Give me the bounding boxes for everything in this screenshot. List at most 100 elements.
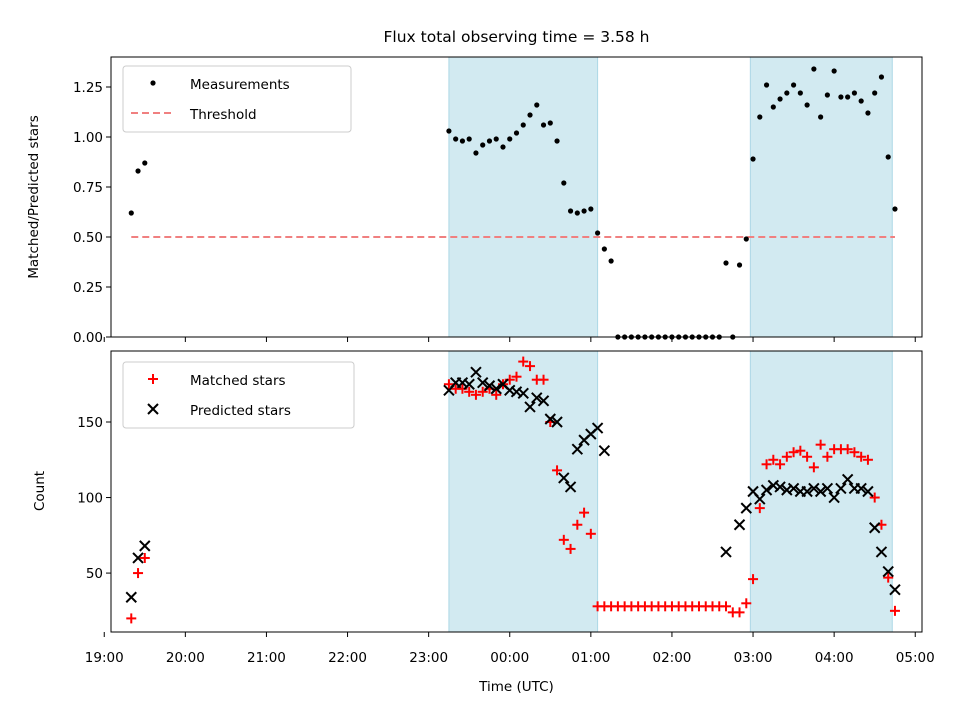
predicted-point <box>470 366 482 378</box>
legend-predicted-marker <box>147 403 159 415</box>
x-tick-label: 22:00 <box>328 650 367 666</box>
measurement-point <box>473 150 479 156</box>
predicted-point <box>733 519 746 531</box>
measurement-point <box>750 156 756 162</box>
matched-point <box>552 465 563 476</box>
predicted-point <box>544 413 556 425</box>
x-tick-label: 05:00 <box>896 650 935 666</box>
predicted-point <box>841 473 854 486</box>
predicted-point <box>564 481 577 493</box>
measurement-point <box>513 130 520 136</box>
predicted-point <box>524 401 536 413</box>
measurement-point <box>838 94 844 100</box>
measurement-point <box>797 90 803 96</box>
predicted-point <box>132 552 144 564</box>
x-tick-label: 19:00 <box>85 650 124 666</box>
top-y-axis-label: Matched/Predicted stars <box>26 115 42 278</box>
measurement-point <box>446 128 452 134</box>
x-tick-label: 00:00 <box>490 650 529 666</box>
measurement-point <box>567 208 574 214</box>
matched-point <box>579 507 590 518</box>
measurement-point <box>453 136 459 142</box>
matched-point <box>849 447 860 458</box>
matched-point <box>741 598 752 609</box>
x-tick-label: 04:00 <box>815 650 854 666</box>
measurement-point <box>142 160 148 166</box>
matched-point <box>788 447 799 458</box>
x-tick-label: 01:00 <box>571 650 610 666</box>
measurement-point <box>581 208 587 214</box>
predicted-point <box>740 502 752 514</box>
x-tick-label: 21:00 <box>247 650 286 666</box>
measurement-point <box>865 110 871 116</box>
bottom-axes-frame <box>110 350 923 633</box>
shaded-range <box>448 350 599 633</box>
measurement-point <box>588 206 594 212</box>
legend-predicted-label: Predicted stars <box>190 403 291 419</box>
matched-point <box>808 462 819 473</box>
predicted-point <box>868 522 881 534</box>
measurement-point <box>527 112 533 118</box>
matched-point <box>464 386 475 397</box>
x-tick-label: 03:00 <box>734 650 773 666</box>
legend-measurements-label: Measurements <box>190 77 290 93</box>
matched-point <box>477 386 488 397</box>
predicted-point <box>882 565 894 578</box>
matched-point <box>869 492 880 503</box>
matched-point <box>775 459 786 470</box>
measurement-point <box>128 210 134 216</box>
matched-point <box>511 371 522 382</box>
bottom-y-tick-label: 150 <box>77 415 103 431</box>
measurement-point <box>777 96 783 102</box>
matched-point <box>761 459 772 470</box>
predicted-point <box>835 482 847 495</box>
matched-point <box>525 361 536 372</box>
measurement-point <box>824 92 830 98</box>
measurement-point <box>135 168 141 174</box>
predicted-point <box>767 479 780 492</box>
predicted-point <box>551 416 563 428</box>
measurement-point <box>845 94 851 100</box>
measurement-point <box>561 180 567 186</box>
measurement-point <box>723 260 729 266</box>
measurement-point <box>811 66 817 72</box>
matched-point <box>491 389 502 400</box>
matched-point <box>470 389 481 400</box>
predicted-point <box>591 422 604 434</box>
matched-point <box>126 613 137 624</box>
predicted-point <box>537 395 550 407</box>
legend-matched-label: Matched stars <box>190 373 286 389</box>
measurement-point <box>763 82 770 88</box>
predicted-point <box>504 384 516 396</box>
matched-point <box>748 574 759 585</box>
matched-point <box>802 451 813 462</box>
predicted-point <box>463 378 475 390</box>
measurement-point <box>554 138 560 144</box>
predicted-point <box>889 583 901 596</box>
measurement-point <box>493 136 499 142</box>
measurement-point <box>507 136 513 142</box>
measurement-point <box>784 90 790 96</box>
measurement-point <box>872 90 878 96</box>
measurement-point <box>595 230 601 236</box>
predicted-point <box>531 392 543 404</box>
matched-point <box>443 379 454 390</box>
measurement-point <box>520 122 526 128</box>
legend-measurements-marker <box>150 80 156 86</box>
predicted-point <box>828 491 840 504</box>
shaded-range <box>749 56 893 338</box>
matched-point <box>558 534 569 545</box>
matched-point <box>139 552 150 563</box>
matched-point <box>883 572 894 583</box>
top-y-tick-label: 0.00 <box>73 330 103 346</box>
predicted-point <box>787 482 800 495</box>
predicted-point <box>821 482 834 495</box>
predicted-point <box>808 482 820 495</box>
matched-point <box>795 445 806 456</box>
measurement-point <box>885 154 891 160</box>
predicted-point <box>558 472 570 484</box>
measurement-point <box>574 210 580 216</box>
matched-point <box>721 601 732 612</box>
bottom-panel: 50 100 150 19:00 20:00 21:00 22:00 23:00 00:00 01… <box>32 350 935 695</box>
measurement-point <box>534 102 540 108</box>
